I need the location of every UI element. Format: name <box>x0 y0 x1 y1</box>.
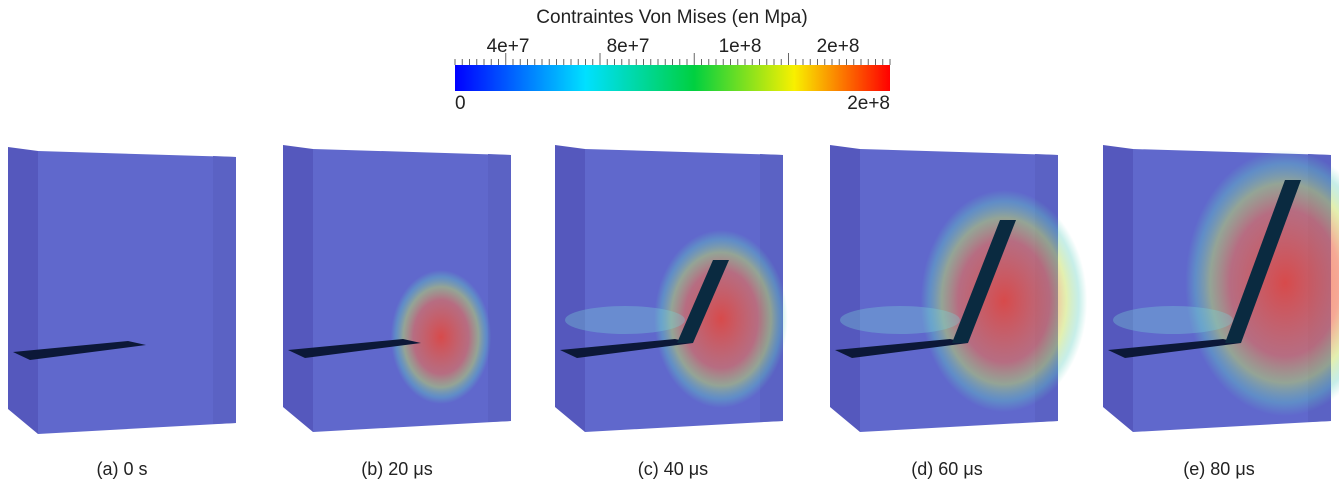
panel <box>1103 145 1339 432</box>
caption: (a) 0 s <box>96 459 147 479</box>
colorbar-label: 2e+8 <box>817 36 860 57</box>
stress-trail <box>565 306 685 334</box>
colorbar-label: 8e+7 <box>607 36 650 57</box>
crack-branch <box>677 260 729 343</box>
panel <box>8 147 236 434</box>
colorbar-min: 0 <box>455 93 466 114</box>
slab-side <box>1103 145 1133 432</box>
slab-side <box>8 147 38 434</box>
colorbar-label: 1e+8 <box>719 36 762 57</box>
panel <box>283 145 511 432</box>
stress-zone <box>390 270 492 404</box>
panel <box>555 145 788 432</box>
crack <box>560 339 693 358</box>
slab-side <box>830 145 860 432</box>
panels <box>8 145 1339 434</box>
colorbar-max: 2e+8 <box>847 93 890 114</box>
slab-side <box>555 145 585 432</box>
colorbar-title: Contraintes Von Mises (en Mpa) <box>536 7 807 28</box>
crack <box>1108 339 1241 358</box>
crack-branch <box>952 220 1016 343</box>
crack <box>288 339 421 358</box>
caption: (c) 40 μs <box>638 459 708 479</box>
crack <box>835 339 968 358</box>
colorbar <box>455 65 890 91</box>
stress-trail <box>1113 306 1233 334</box>
slab-side <box>283 145 313 432</box>
colorbar-label: 4e+7 <box>487 36 530 57</box>
stress-zone <box>654 230 788 408</box>
crack-branch <box>1225 180 1301 343</box>
slab-edge <box>213 156 236 424</box>
panel <box>830 145 1088 432</box>
crack <box>13 341 146 360</box>
caption: (b) 20 μs <box>361 459 432 479</box>
slab-front <box>38 151 236 434</box>
stress-zone <box>920 190 1088 412</box>
caption: (e) 80 μs <box>1183 459 1254 479</box>
slab-edge <box>488 154 511 422</box>
caption: (d) 60 μs <box>911 459 982 479</box>
colorbar-ticks <box>454 53 891 65</box>
stress-trail <box>840 306 960 334</box>
